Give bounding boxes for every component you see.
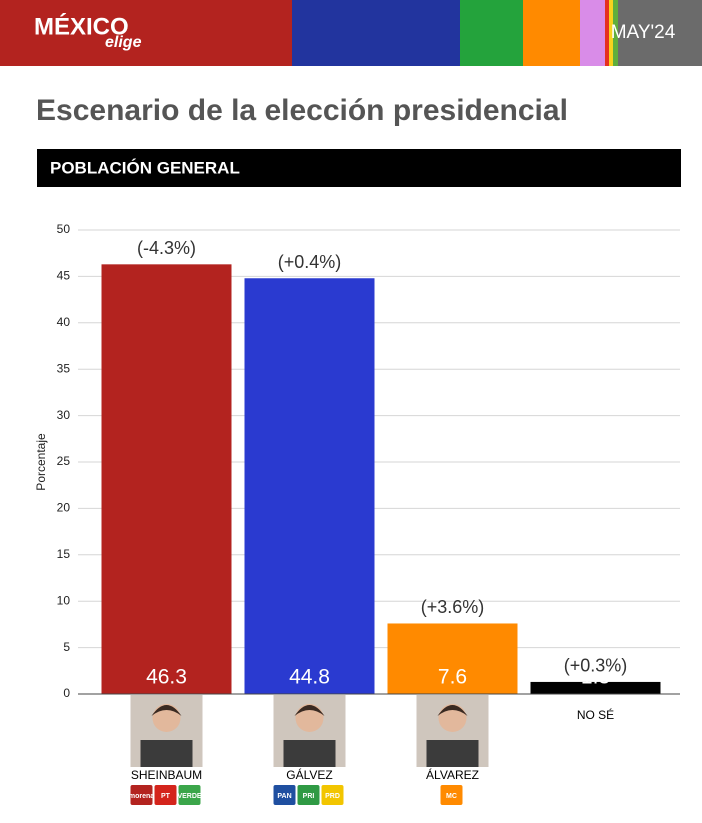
logo: MÉXICO xyxy=(34,12,129,40)
chart-subtitle: POBLACIÓN GENERAL xyxy=(50,158,240,177)
photo-hair xyxy=(437,705,468,716)
subtitle-bar xyxy=(37,149,681,187)
x-tick-label: GÁLVEZ xyxy=(286,767,332,782)
candidate-photo xyxy=(130,695,203,767)
strip-thin xyxy=(609,0,613,66)
candidate-photo xyxy=(416,695,489,767)
photo-body xyxy=(140,740,193,767)
x-tick-label: ÁLVAREZ xyxy=(426,767,479,782)
bar xyxy=(530,681,661,694)
change-annotation: (+0.3%) xyxy=(564,656,628,676)
strip-thin xyxy=(605,0,609,66)
party-name: VERDE xyxy=(177,793,201,800)
photo-hair xyxy=(151,705,182,716)
party-logo xyxy=(273,785,296,805)
party-name: PAN xyxy=(277,793,291,800)
candidate-photo xyxy=(273,695,346,767)
value-label: 46.3 xyxy=(146,666,187,689)
y-tick-label: 50 xyxy=(57,222,71,236)
y-tick-label: 40 xyxy=(57,315,71,329)
change-annotation: (+0.4%) xyxy=(278,252,342,272)
photo-body xyxy=(283,740,336,767)
party-logo xyxy=(154,785,177,805)
value-label: 1.3 xyxy=(581,666,610,689)
y-tick-label: 15 xyxy=(57,547,71,561)
strip-orange xyxy=(523,0,580,66)
strip-green xyxy=(460,0,523,66)
party-logo xyxy=(440,785,463,805)
bar xyxy=(387,623,518,694)
value-label: 44.8 xyxy=(289,666,330,689)
party-name: MC xyxy=(446,793,457,800)
y-tick-label: 5 xyxy=(63,640,70,654)
party-name: PRD xyxy=(325,793,340,800)
date: MAY'24 xyxy=(611,22,676,43)
logo-sub: elige xyxy=(105,34,142,51)
x-tick-label: NO SÉ xyxy=(577,707,614,722)
change-annotation: (+3.6%) xyxy=(421,597,485,617)
photo-body xyxy=(426,740,479,767)
y-tick-label: 10 xyxy=(57,593,71,607)
party-name: morena xyxy=(129,793,154,800)
y-axis-label: Porcentaje xyxy=(34,433,48,491)
header-strip xyxy=(0,0,702,66)
photo-hair xyxy=(294,705,325,716)
strip-blue xyxy=(292,0,460,66)
party-logo xyxy=(130,785,153,805)
strip-gray xyxy=(618,0,702,66)
party-name: PRI xyxy=(303,793,315,800)
strip-red xyxy=(0,0,292,66)
y-tick-label: 20 xyxy=(57,501,71,515)
x-tick-label: SHEINBAUM xyxy=(131,768,202,782)
party-logo xyxy=(297,785,320,805)
strip-pink xyxy=(580,0,605,66)
strip-thin xyxy=(613,0,618,66)
party-logo xyxy=(178,785,201,805)
party-name: PT xyxy=(161,793,171,800)
bar xyxy=(244,278,375,694)
y-tick-label: 25 xyxy=(57,454,71,468)
y-tick-label: 35 xyxy=(57,361,71,375)
y-tick-label: 45 xyxy=(57,269,71,283)
bar xyxy=(101,264,232,694)
y-tick-label: 30 xyxy=(57,408,71,422)
chart-title: Escenario de la elección presidencial xyxy=(36,94,568,127)
value-label: 7.6 xyxy=(438,666,467,689)
change-annotation: (-4.3%) xyxy=(137,238,196,258)
y-tick-label: 0 xyxy=(63,686,70,700)
party-logo xyxy=(321,785,344,805)
